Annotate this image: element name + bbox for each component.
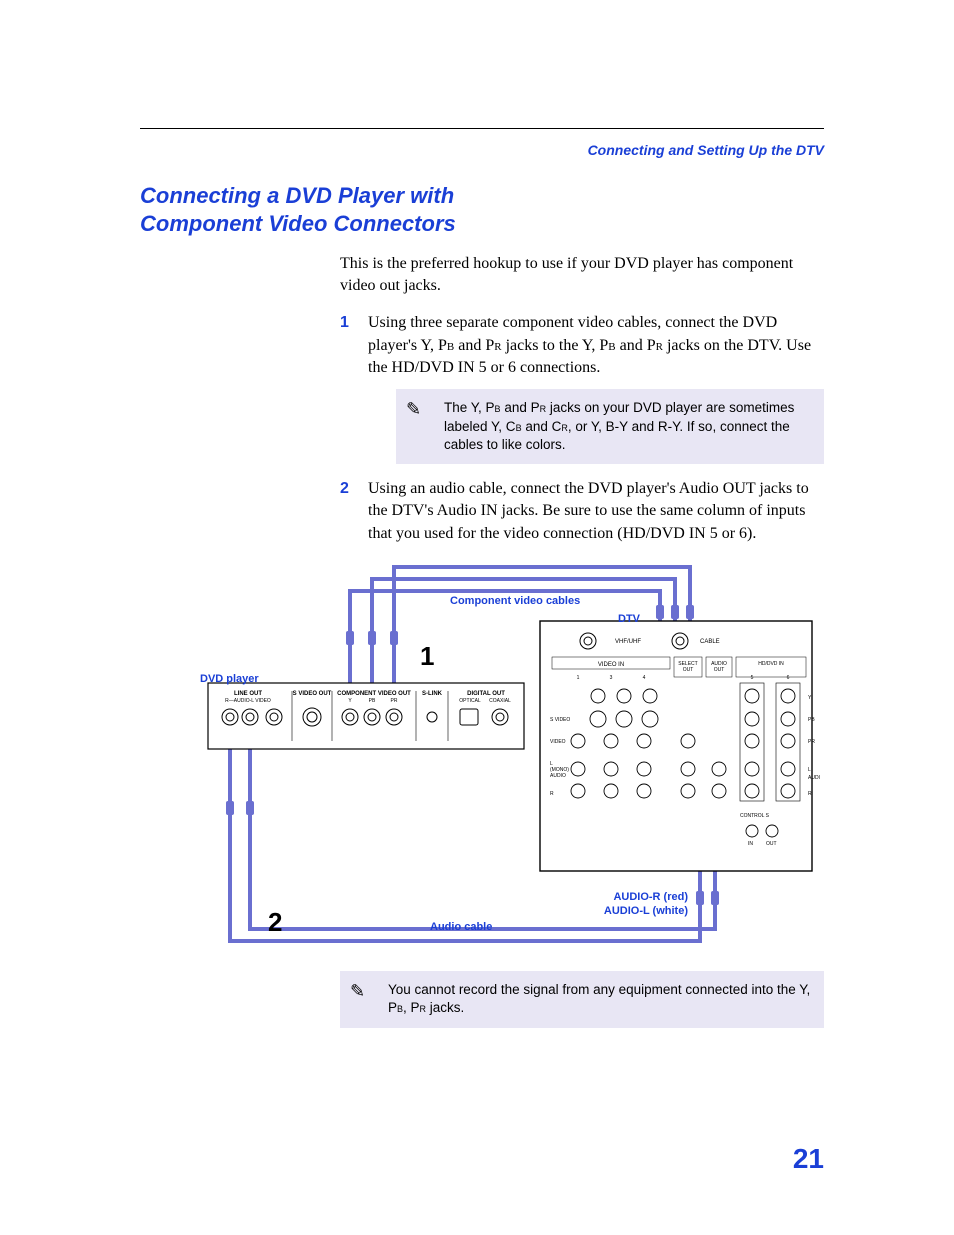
label-dvd-player: DVD player [200, 673, 259, 685]
note-box-2: ✎ You cannot record the signal from any … [340, 971, 824, 1027]
svg-text:PR: PR [391, 698, 398, 704]
svg-text:R: R [808, 791, 812, 797]
svg-text:OUT: OUT [714, 667, 725, 673]
svg-text:L: L [808, 767, 811, 773]
svg-text:OPTICAL: OPTICAL [459, 698, 481, 704]
step-2-text: Using an audio cable, connect the DVD pl… [368, 480, 809, 542]
label-audio-l: AUDIO-L (white) [598, 905, 688, 917]
breadcrumb: Connecting and Setting Up the DTV [140, 142, 824, 158]
svg-text:R: R [550, 791, 554, 797]
svg-text:VHF/UHF: VHF/UHF [615, 639, 641, 645]
svg-text:S-LINK: S-LINK [422, 691, 443, 697]
intro-paragraph: This is the preferred hookup to use if y… [340, 253, 824, 296]
svg-text:VIDEO: VIDEO [550, 739, 566, 745]
page: Connecting and Setting Up the DTV Connec… [0, 0, 954, 1235]
svg-text:S VIDEO: S VIDEO [550, 717, 570, 723]
page-title: Connecting a DVD Player with Component V… [140, 182, 560, 237]
svg-text:5: 5 [751, 675, 754, 681]
step-number: 2 [340, 478, 349, 500]
svg-text:S VIDEO OUT: S VIDEO OUT [293, 691, 332, 697]
diagram-step-2-marker: 2 [268, 907, 282, 938]
connection-diagram: LINE OUT R—AUDIO-L VIDEO S VIDEO OUT COM… [200, 561, 820, 961]
svg-text:COAXIAL: COAXIAL [489, 698, 511, 704]
svg-text:LINE OUT: LINE OUT [234, 691, 262, 697]
step-2: 2 Using an audio cable, connect the DVD … [340, 478, 824, 545]
label-dtv: DTV [618, 613, 640, 625]
pencil-icon: ✎ [406, 397, 421, 421]
svg-text:PB: PB [369, 698, 376, 704]
label-audio-r: AUDIO-R (red) [598, 891, 688, 903]
pencil-icon: ✎ [350, 979, 365, 1003]
step-1-text: Using three separate component video cab… [368, 314, 811, 376]
svg-text:3: 3 [610, 675, 613, 681]
svg-text:PR: PR [808, 739, 815, 745]
label-audio-cable: Audio cable [430, 921, 492, 933]
steps-list: 1 Using three separate component video c… [340, 312, 824, 545]
note-box-1: ✎ The Y, PB and PR jacks on your DVD pla… [396, 389, 824, 464]
note-2-text: You cannot record the signal from any eq… [388, 982, 810, 1015]
diagram-step-1-marker: 1 [420, 641, 434, 672]
svg-text:1: 1 [577, 675, 580, 681]
svg-text:OUT: OUT [766, 841, 777, 847]
svg-text:VIDEO IN: VIDEO IN [598, 662, 624, 668]
top-rule [140, 128, 824, 129]
page-number: 21 [793, 1143, 824, 1175]
svg-text:R—AUDIO-L VIDEO: R—AUDIO-L VIDEO [225, 698, 271, 704]
dvd-player-panel: LINE OUT R—AUDIO-L VIDEO S VIDEO OUT COM… [208, 683, 524, 749]
svg-text:DIGITAL OUT: DIGITAL OUT [467, 691, 505, 697]
svg-text:CABLE: CABLE [700, 639, 720, 645]
note-1-text: The Y, PB and PR jacks on your DVD playe… [444, 400, 794, 451]
diagram-svg: LINE OUT R—AUDIO-L VIDEO S VIDEO OUT COM… [200, 561, 820, 961]
svg-text:AUDIO: AUDIO [550, 773, 566, 779]
svg-text:PB: PB [808, 717, 815, 723]
step-number: 1 [340, 312, 349, 334]
svg-text:COMPONENT VIDEO OUT: COMPONENT VIDEO OUT [337, 691, 411, 697]
svg-text:AUDIO: AUDIO [808, 775, 820, 781]
step-1: 1 Using three separate component video c… [340, 312, 824, 464]
dtv-panel: VHF/UHF CABLE VIDEO IN 1 3 4 SELECT OUT … [540, 621, 820, 871]
svg-text:IN: IN [748, 841, 753, 847]
svg-text:OUT: OUT [683, 667, 694, 673]
label-component-cables: Component video cables [450, 595, 580, 607]
body-column: This is the preferred hookup to use if y… [340, 253, 824, 1028]
svg-text:HD/DVD IN: HD/DVD IN [758, 661, 784, 667]
svg-text:6: 6 [787, 675, 790, 681]
svg-text:4: 4 [643, 675, 646, 681]
svg-text:CONTROL S: CONTROL S [740, 813, 770, 819]
